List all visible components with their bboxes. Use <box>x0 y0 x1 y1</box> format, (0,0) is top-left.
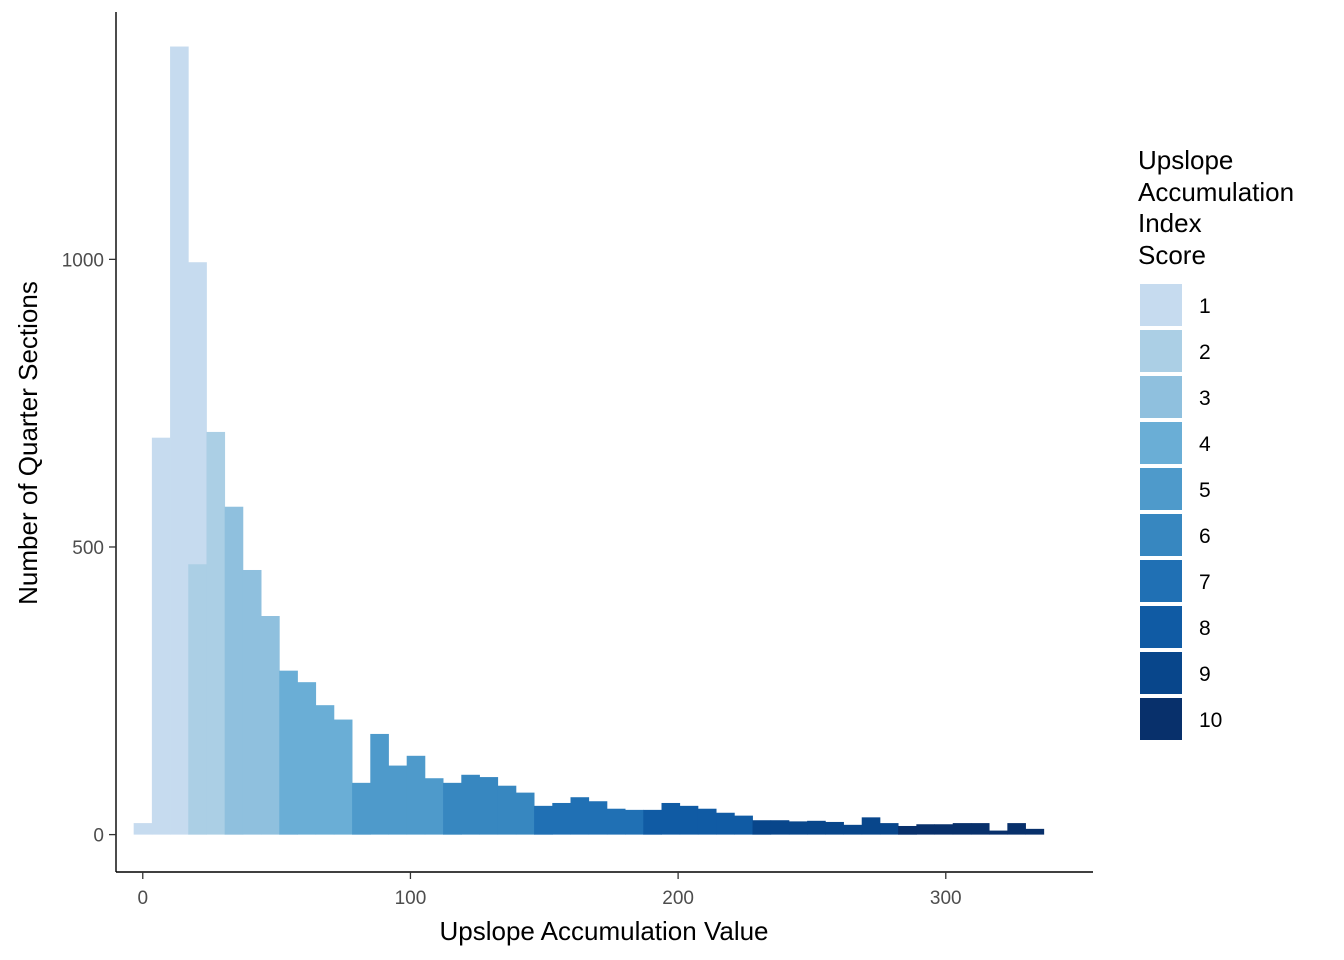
bar-score-10-bin-7 <box>1025 828 1045 835</box>
bar-score-9-bin-3 <box>807 820 826 835</box>
legend-label-7: 7 <box>1199 571 1211 594</box>
bar-score-8-bin-0 <box>643 809 662 835</box>
bar-score-7-bin-3 <box>588 801 608 835</box>
bar-score-2-bin-0 <box>188 564 207 835</box>
bar-score-4-bin-3 <box>333 719 353 835</box>
legend-swatch-9 <box>1140 652 1182 694</box>
y-axis-title: Number of Quarter Sections <box>13 281 43 605</box>
bar-score-10-bin-5 <box>989 830 1008 835</box>
bar-score-9-bin-0 <box>752 820 772 835</box>
bar-score-4-bin-0 <box>279 670 298 835</box>
legend-keys: 1 2 3 4 5 6 7 8 9 10 <box>1140 284 1222 740</box>
bar-score-6-bin-1 <box>461 774 480 835</box>
bar-score-7-bin-0 <box>534 805 553 835</box>
legend-label-8: 8 <box>1199 617 1211 640</box>
bar-score-9-bin-4 <box>825 821 844 835</box>
bars-layer <box>133 46 1045 835</box>
bar-score-1-bin-0 <box>133 823 153 835</box>
bar-score-8-bin-1 <box>661 802 681 835</box>
bar-score-8-bin-5 <box>734 815 753 835</box>
axes-layer: 0 100 200 300 0 500 1000 <box>62 12 1093 909</box>
bar-score-2-bin-1 <box>206 431 226 835</box>
bar-score-6-bin-2 <box>479 777 499 835</box>
bar-score-5-bin-1 <box>370 733 389 835</box>
legend-swatch-6 <box>1140 514 1182 556</box>
legend-label-3: 3 <box>1199 387 1211 410</box>
bar-score-5-bin-2 <box>388 765 408 835</box>
x-tick-label-200: 200 <box>662 888 694 909</box>
legend-swatch-2 <box>1140 330 1182 372</box>
legend-title-line-3: Index <box>1138 208 1202 238</box>
bar-score-10-bin-4 <box>970 823 990 835</box>
legend-label-5: 5 <box>1199 479 1211 502</box>
legend-label-2: 2 <box>1199 341 1211 364</box>
bar-score-10-bin-3 <box>952 823 972 835</box>
bar-score-7-bin-4 <box>606 808 626 835</box>
bar-score-8-bin-4 <box>716 812 735 835</box>
bar-score-10-bin-6 <box>1007 823 1026 835</box>
bar-score-3-bin-0 <box>224 506 244 835</box>
legend-title-line-1: Upslope <box>1138 145 1233 175</box>
legend-swatch-10 <box>1140 698 1182 740</box>
legend-title-line-2: Accumulation <box>1138 177 1294 207</box>
bar-score-7-bin-2 <box>570 797 590 835</box>
legend-swatch-4 <box>1140 422 1182 464</box>
bar-score-7-bin-5 <box>625 809 644 835</box>
bar-score-8-bin-3 <box>697 808 717 835</box>
legend-swatch-3 <box>1140 376 1182 418</box>
bar-score-9-bin-6 <box>861 817 881 835</box>
legend-label-6: 6 <box>1199 525 1211 548</box>
x-axis-title: Upslope Accumulation Value <box>439 916 768 946</box>
legend-label-9: 9 <box>1199 663 1211 686</box>
bar-score-3-bin-2 <box>261 616 280 835</box>
legend-swatch-5 <box>1140 468 1182 510</box>
bar-score-1-bin-2 <box>170 46 189 835</box>
bar-score-9-bin-1 <box>770 820 790 835</box>
y-tick-label-1000: 1000 <box>62 250 104 271</box>
bar-score-3-bin-1 <box>242 569 262 835</box>
legend-label-4: 4 <box>1199 433 1211 456</box>
bar-score-9-bin-7 <box>879 823 899 835</box>
bar-score-6-bin-4 <box>515 792 535 835</box>
bar-score-6-bin-3 <box>497 785 517 835</box>
legend-label-10: 10 <box>1199 709 1222 732</box>
x-tick-label-300: 300 <box>930 888 962 909</box>
bar-score-4-bin-2 <box>315 705 335 835</box>
y-tick-label-500: 500 <box>72 538 104 559</box>
legend-swatch-1 <box>1140 284 1182 326</box>
bar-score-10-bin-0 <box>898 825 917 835</box>
x-tick-label-100: 100 <box>395 888 427 909</box>
legend-swatch-7 <box>1140 560 1182 602</box>
bar-score-9-bin-2 <box>788 821 808 835</box>
bar-score-5-bin-3 <box>406 755 426 835</box>
legend-title-line-4: Score <box>1138 240 1206 270</box>
bar-score-10-bin-1 <box>916 824 935 835</box>
bar-score-8-bin-2 <box>679 805 699 835</box>
bar-score-7-bin-1 <box>552 802 571 835</box>
bar-score-9-bin-5 <box>843 824 863 835</box>
bar-score-10-bin-2 <box>934 824 954 835</box>
legend-swatch-8 <box>1140 606 1182 648</box>
legend: Upslope Accumulation Index Score 1 2 3 4 5 6 7… <box>1138 145 1294 740</box>
bar-score-5-bin-0 <box>352 782 371 835</box>
bar-score-5-bin-4 <box>424 778 444 835</box>
bar-score-1-bin-1 <box>151 437 171 835</box>
y-tick-label-0: 0 <box>93 826 104 847</box>
legend-label-1: 1 <box>1199 295 1211 318</box>
bar-score-4-bin-1 <box>297 682 317 835</box>
x-tick-label-0: 0 <box>137 888 148 909</box>
bar-score-6-bin-0 <box>443 782 462 835</box>
